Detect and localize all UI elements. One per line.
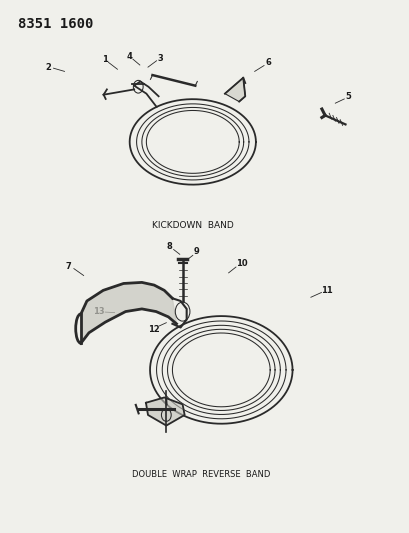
Text: KICKDOWN  BAND: KICKDOWN BAND	[152, 221, 233, 230]
Text: 7: 7	[65, 262, 71, 271]
Polygon shape	[225, 78, 245, 102]
Text: DOUBLE  WRAP  REVERSE  BAND: DOUBLE WRAP REVERSE BAND	[131, 470, 270, 479]
Text: 10: 10	[235, 260, 247, 268]
Polygon shape	[146, 398, 184, 425]
Text: 8: 8	[166, 242, 172, 251]
Text: 2: 2	[45, 63, 51, 71]
Text: 4: 4	[126, 52, 132, 61]
Text: 6: 6	[265, 59, 270, 67]
Text: 3: 3	[157, 54, 163, 62]
Text: 11: 11	[321, 286, 332, 295]
Text: 5: 5	[344, 92, 351, 101]
Text: 8351 1600: 8351 1600	[18, 17, 93, 31]
Polygon shape	[81, 282, 176, 343]
Text: 9: 9	[193, 247, 199, 256]
Text: 1: 1	[102, 55, 108, 64]
Text: 13: 13	[93, 307, 105, 316]
Text: 12: 12	[148, 325, 160, 334]
